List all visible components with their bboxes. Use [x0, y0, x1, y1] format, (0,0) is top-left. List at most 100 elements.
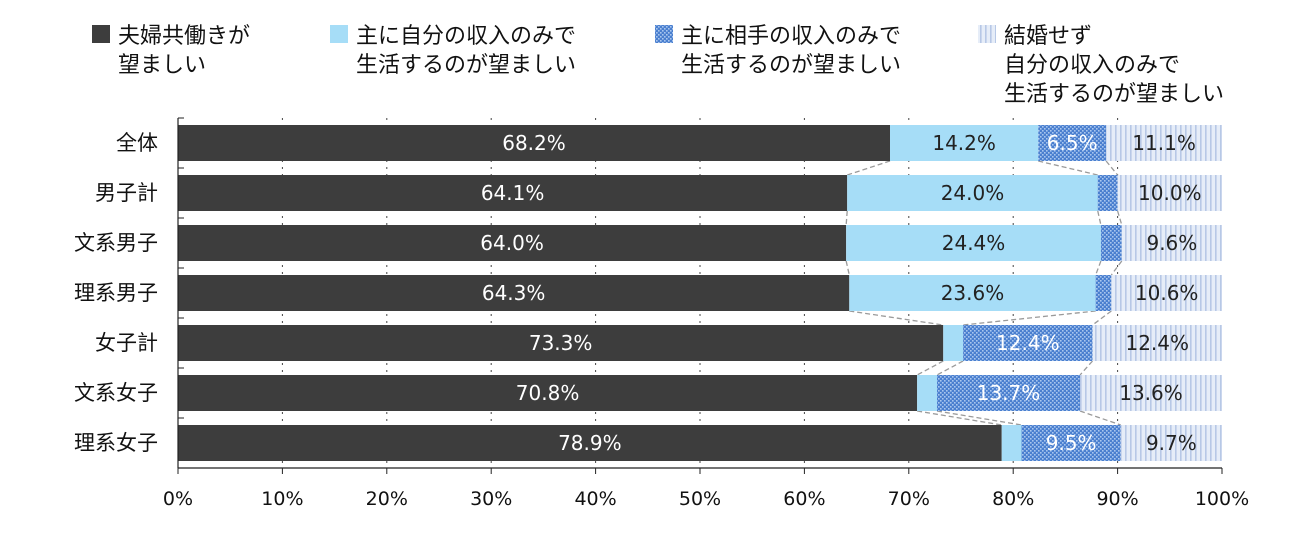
- connector-line: [1097, 210, 1102, 226]
- legend-label: 生活するのが望ましい: [1004, 82, 1224, 107]
- connector-line: [1105, 160, 1119, 176]
- data-label: 10.6%: [1135, 281, 1199, 305]
- bar-segment: [890, 125, 1039, 161]
- bar-segment: [917, 375, 937, 411]
- legend-label: 自分の収入のみで: [1004, 53, 1180, 78]
- category-label: 理系女子: [74, 431, 158, 455]
- legend: 夫婦共働きが望ましい主に自分の収入のみで生活するのが望ましい主に相手の収入のみで…: [92, 24, 1224, 107]
- bars: 全体 68.2% 14.2% 6.5% 11.1% 男子計 64.1% 24.0% 10.0% 文…: [74, 125, 1222, 461]
- data-label: 24.4%: [942, 231, 1006, 255]
- data-label: 70.8%: [516, 381, 580, 405]
- x-tick-label: 30%: [470, 488, 512, 510]
- x-tick-label: 90%: [1096, 488, 1138, 510]
- connector-line: [917, 410, 1002, 426]
- legend-label: 結婚せず: [1004, 24, 1092, 49]
- bar-segment: [1021, 425, 1121, 461]
- connector-line: [936, 410, 1022, 426]
- bar-segment: [1095, 275, 1112, 311]
- data-label: 12.4%: [996, 331, 1060, 355]
- data-label: 64.0%: [480, 231, 544, 255]
- data-label: 12.4%: [1125, 331, 1189, 355]
- connector-line: [1095, 260, 1102, 276]
- connector-line: [1079, 410, 1121, 426]
- legend-swatch: [330, 25, 348, 43]
- axes: 0% 10% 20% 30% 40% 50% 60% 70% 80% 90% 100%: [163, 117, 1249, 510]
- connector-line: [847, 160, 891, 176]
- x-tick-label: 0%: [163, 488, 193, 510]
- bar-segment: [178, 275, 850, 311]
- connector-line: [1038, 160, 1098, 176]
- bar-segment: [178, 425, 1002, 461]
- bar-segment: [1092, 325, 1222, 361]
- data-label: 73.3%: [529, 331, 593, 355]
- segment-connector-lines: [845, 160, 1123, 426]
- data-label: 14.2%: [932, 131, 996, 155]
- connector-line: [1116, 210, 1123, 226]
- legend-label: 望ましい: [118, 53, 206, 78]
- x-tick-label: 60%: [783, 488, 825, 510]
- bar-segment: [936, 375, 1081, 411]
- legend-swatch: [92, 25, 110, 43]
- bar-segment: [1106, 125, 1222, 161]
- bar-segment: [1111, 275, 1222, 311]
- bar-segment: [1120, 425, 1222, 461]
- connector-line: [845, 260, 850, 276]
- bar-segment: [1097, 175, 1118, 211]
- category-label: 女子計: [95, 331, 158, 355]
- bar-segment: [943, 325, 964, 361]
- x-tick-label: 10%: [261, 488, 303, 510]
- data-label: 24.0%: [941, 181, 1005, 205]
- bar-segment: [178, 375, 918, 411]
- data-label: 64.3%: [482, 281, 546, 305]
- data-label: 23.6%: [941, 281, 1005, 305]
- bar-segment: [1080, 375, 1222, 411]
- data-label: 6.5%: [1047, 131, 1098, 155]
- connector-line: [1092, 310, 1112, 326]
- x-tick-label: 50%: [679, 488, 721, 510]
- bar-segment: [846, 225, 1101, 261]
- data-label: 9.5%: [1046, 431, 1097, 455]
- bar-segment: [963, 325, 1093, 361]
- x-tick-label: 80%: [992, 488, 1034, 510]
- data-label: 9.6%: [1146, 231, 1197, 255]
- data-label: 9.7%: [1146, 431, 1197, 455]
- connector-line: [936, 360, 964, 376]
- bar-segment: [1100, 225, 1122, 261]
- connector-line: [1079, 360, 1094, 376]
- category-label: 理系男子: [74, 281, 158, 305]
- x-tick-label: 100%: [1195, 488, 1249, 510]
- data-label: 13.6%: [1119, 381, 1183, 405]
- legend-label: 主に自分の収入のみで: [356, 24, 576, 49]
- bar-segment: [1038, 125, 1107, 161]
- legend-label: 生活するのが望ましい: [681, 53, 901, 78]
- bar-segment: [178, 175, 848, 211]
- bar-segment: [847, 175, 1098, 211]
- data-label: 68.2%: [502, 131, 566, 155]
- bar-segment: [1121, 225, 1222, 261]
- x-tick-label: 70%: [888, 488, 930, 510]
- x-tick-label: 20%: [366, 488, 408, 510]
- bar-segment: [1001, 425, 1022, 461]
- legend-label: 夫婦共働きが: [118, 24, 250, 49]
- data-label: 64.1%: [481, 181, 545, 205]
- data-label: 10.0%: [1138, 181, 1202, 205]
- category-label: 全体: [116, 131, 158, 155]
- bar-segment: [178, 125, 891, 161]
- category-label: 文系男子: [74, 231, 158, 255]
- connector-line: [849, 310, 944, 326]
- data-label: 13.7%: [977, 381, 1041, 405]
- bar-segment: [178, 325, 944, 361]
- legend-label: 生活するのが望ましい: [356, 53, 576, 78]
- data-label: 11.1%: [1132, 131, 1196, 155]
- x-tick-label: 40%: [574, 488, 616, 510]
- connector-line: [963, 310, 1096, 326]
- connector-line: [1110, 260, 1123, 276]
- bar-segment: [1117, 175, 1222, 211]
- legend-swatch: [978, 25, 996, 43]
- data-label: 78.9%: [558, 431, 622, 455]
- category-label: 文系女子: [74, 381, 158, 405]
- legend-swatch: [655, 25, 673, 43]
- bar-segment: [178, 225, 847, 261]
- bar-segment: [849, 275, 1096, 311]
